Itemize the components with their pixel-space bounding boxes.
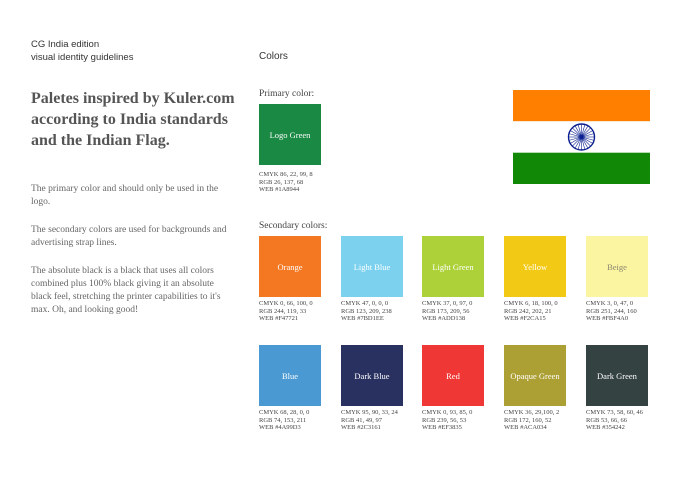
rgb-value: RGB 74, 153, 211 [259,416,307,424]
cmyk-value: CMYK 0, 66, 100, 0 [259,300,313,307]
yellow-swatch: Yellow [504,236,566,297]
rgb-value: RGB 239, 56, 53 [422,416,467,424]
dark-blue-spec: CMYK 95, 90, 33, 24 RGB 41, 49, 97 WEB #2C… [341,409,398,432]
colors-section-title: Colors [259,51,288,62]
web-value: WEB #2C3161 [341,424,381,432]
swatch-label: Red [446,370,460,381]
headline: Paletes inspired by Kuler.com according … [31,90,235,149]
paragraph-primary-usage: The primary color and should only be use… [31,184,219,207]
light-blue-spec: CMYK 47, 0, 0, 0 RGB 123, 209, 238 WEB #7B… [341,300,392,323]
cmyk-value: CMYK 73, 58, 60, 46 [586,409,643,416]
swatch-label: Dark Blue [354,370,390,381]
dark-blue-swatch: Dark Blue [341,345,403,406]
cmyk-value: CMYK 47, 0, 0, 0 [341,300,389,307]
web-value: WEB #FBF4A0 [586,315,629,323]
logo-green-swatch: Logo Green [259,104,321,165]
cmyk-value: CMYK 0, 93, 85, 0 [422,409,473,416]
rgb-value: RGB 242, 202, 21 [504,307,552,315]
opaque-green-spec: CMYK 36, 29,100, 2 RGB 172, 160, 52 WEB #A… [504,409,559,432]
light-green-spec: CMYK 37, 0, 97, 0 RGB 173, 209, 56 WEB #AD… [422,300,472,323]
rgb-value: RGB 172, 160, 52 [504,416,552,424]
paragraph-absolute-black: The absolute black is a black that uses … [31,266,221,315]
beige-spec: CMYK 3, 0, 47, 0 RGB 251, 244, 160 WEB #FB… [586,300,637,323]
flag-saffron-band [513,90,650,122]
cmyk-value: CMYK 6, 18, 100, 0 [504,300,558,307]
cmyk-value: CMYK 68, 28, 0, 0 [259,409,310,416]
cmyk-value: CMYK 37, 0, 97, 0 [422,300,473,307]
rgb-value: RGB 251, 244, 160 [586,307,637,315]
yellow-spec: CMYK 6, 18, 100, 0 RGB 242, 202, 21 WEB #F… [504,300,558,323]
rgb-value: RGB 41, 49, 97 [341,416,382,424]
primary-color-label: Primary color: [259,89,315,99]
swatch-label: Logo Green [269,129,311,140]
cmyk-value: CMYK 86, 22, 99, 8 [259,171,313,178]
edition-title: CG India edition [31,39,100,50]
rgb-value: RGB 123, 209, 238 [341,307,392,315]
light-green-swatch: Light Green [422,236,484,297]
swatch-label: Dark Green [597,370,637,381]
orange-swatch: Orange [259,236,321,297]
red-swatch: Red [422,345,484,406]
swatch-label: Yellow [522,261,548,272]
swatch-label: Opaque Green [510,370,560,381]
orange-spec: CMYK 0, 66, 100, 0 RGB 244, 119, 33 WEB #F… [259,300,313,323]
cmyk-value: CMYK 95, 90, 33, 24 [341,409,398,416]
web-value: WEB #EF3835 [422,424,462,432]
indian-flag [513,90,650,184]
swatch-label: Light Green [432,261,474,272]
light-blue-swatch: Light Blue [341,236,403,297]
swatch-label: Orange [277,261,303,272]
paragraph-secondary-usage: The secondary colors are used for backgr… [31,225,227,248]
web-value: WEB #F47721 [259,315,299,323]
cmyk-value: CMYK 36, 29,100, 2 [504,409,560,416]
rgb-value: RGB 26, 137, 68 [259,178,304,186]
web-value: WEB #1A8944 [259,186,300,194]
secondary-colors-label: Secondary colors: [259,221,328,231]
web-value: WEB #354242 [586,424,625,432]
web-value: WEB #4A99D3 [259,424,301,432]
swatch-label: Beige [607,261,627,272]
web-value: WEB #7BD1EE [341,315,384,323]
dark-green-swatch: Dark Green [586,345,648,406]
cmyk-value: CMYK 3, 0, 47, 0 [586,300,634,307]
ashoka-chakra-icon [567,123,596,151]
beige-swatch: Beige [586,236,648,297]
opaque-green-swatch: Opaque Green [504,345,566,406]
flag-green-band [513,152,650,184]
dark-green-spec: CMYK 73, 58, 60, 46 RGB 53, 66, 66 WEB #35… [586,409,643,432]
rgb-value: RGB 53, 66, 66 [586,416,627,424]
blue-swatch: Blue [259,345,321,406]
logo-green-spec: CMYK 86, 22, 99, 8 RGB 26, 137, 68 WEB #… [259,171,313,194]
red-spec: CMYK 0, 93, 85, 0 RGB 239, 56, 53 WEB #EF3… [422,409,472,432]
rgb-value: RGB 244, 119, 33 [259,307,307,315]
swatch-label: Light Blue [353,261,391,272]
web-value: WEB #ACA034 [504,424,547,432]
web-value: WEB #ADD138 [422,315,466,323]
web-value: WEB #F2CA15 [504,315,546,323]
document-header: CG India edition visual identity guideli… [31,38,133,64]
edition-subtitle: visual identity guidelines [31,52,134,63]
rgb-value: RGB 173, 209, 56 [422,307,470,315]
blue-spec: CMYK 68, 28, 0, 0 RGB 74, 153, 211 WEB #4A… [259,409,309,432]
swatch-label: Blue [281,370,299,381]
